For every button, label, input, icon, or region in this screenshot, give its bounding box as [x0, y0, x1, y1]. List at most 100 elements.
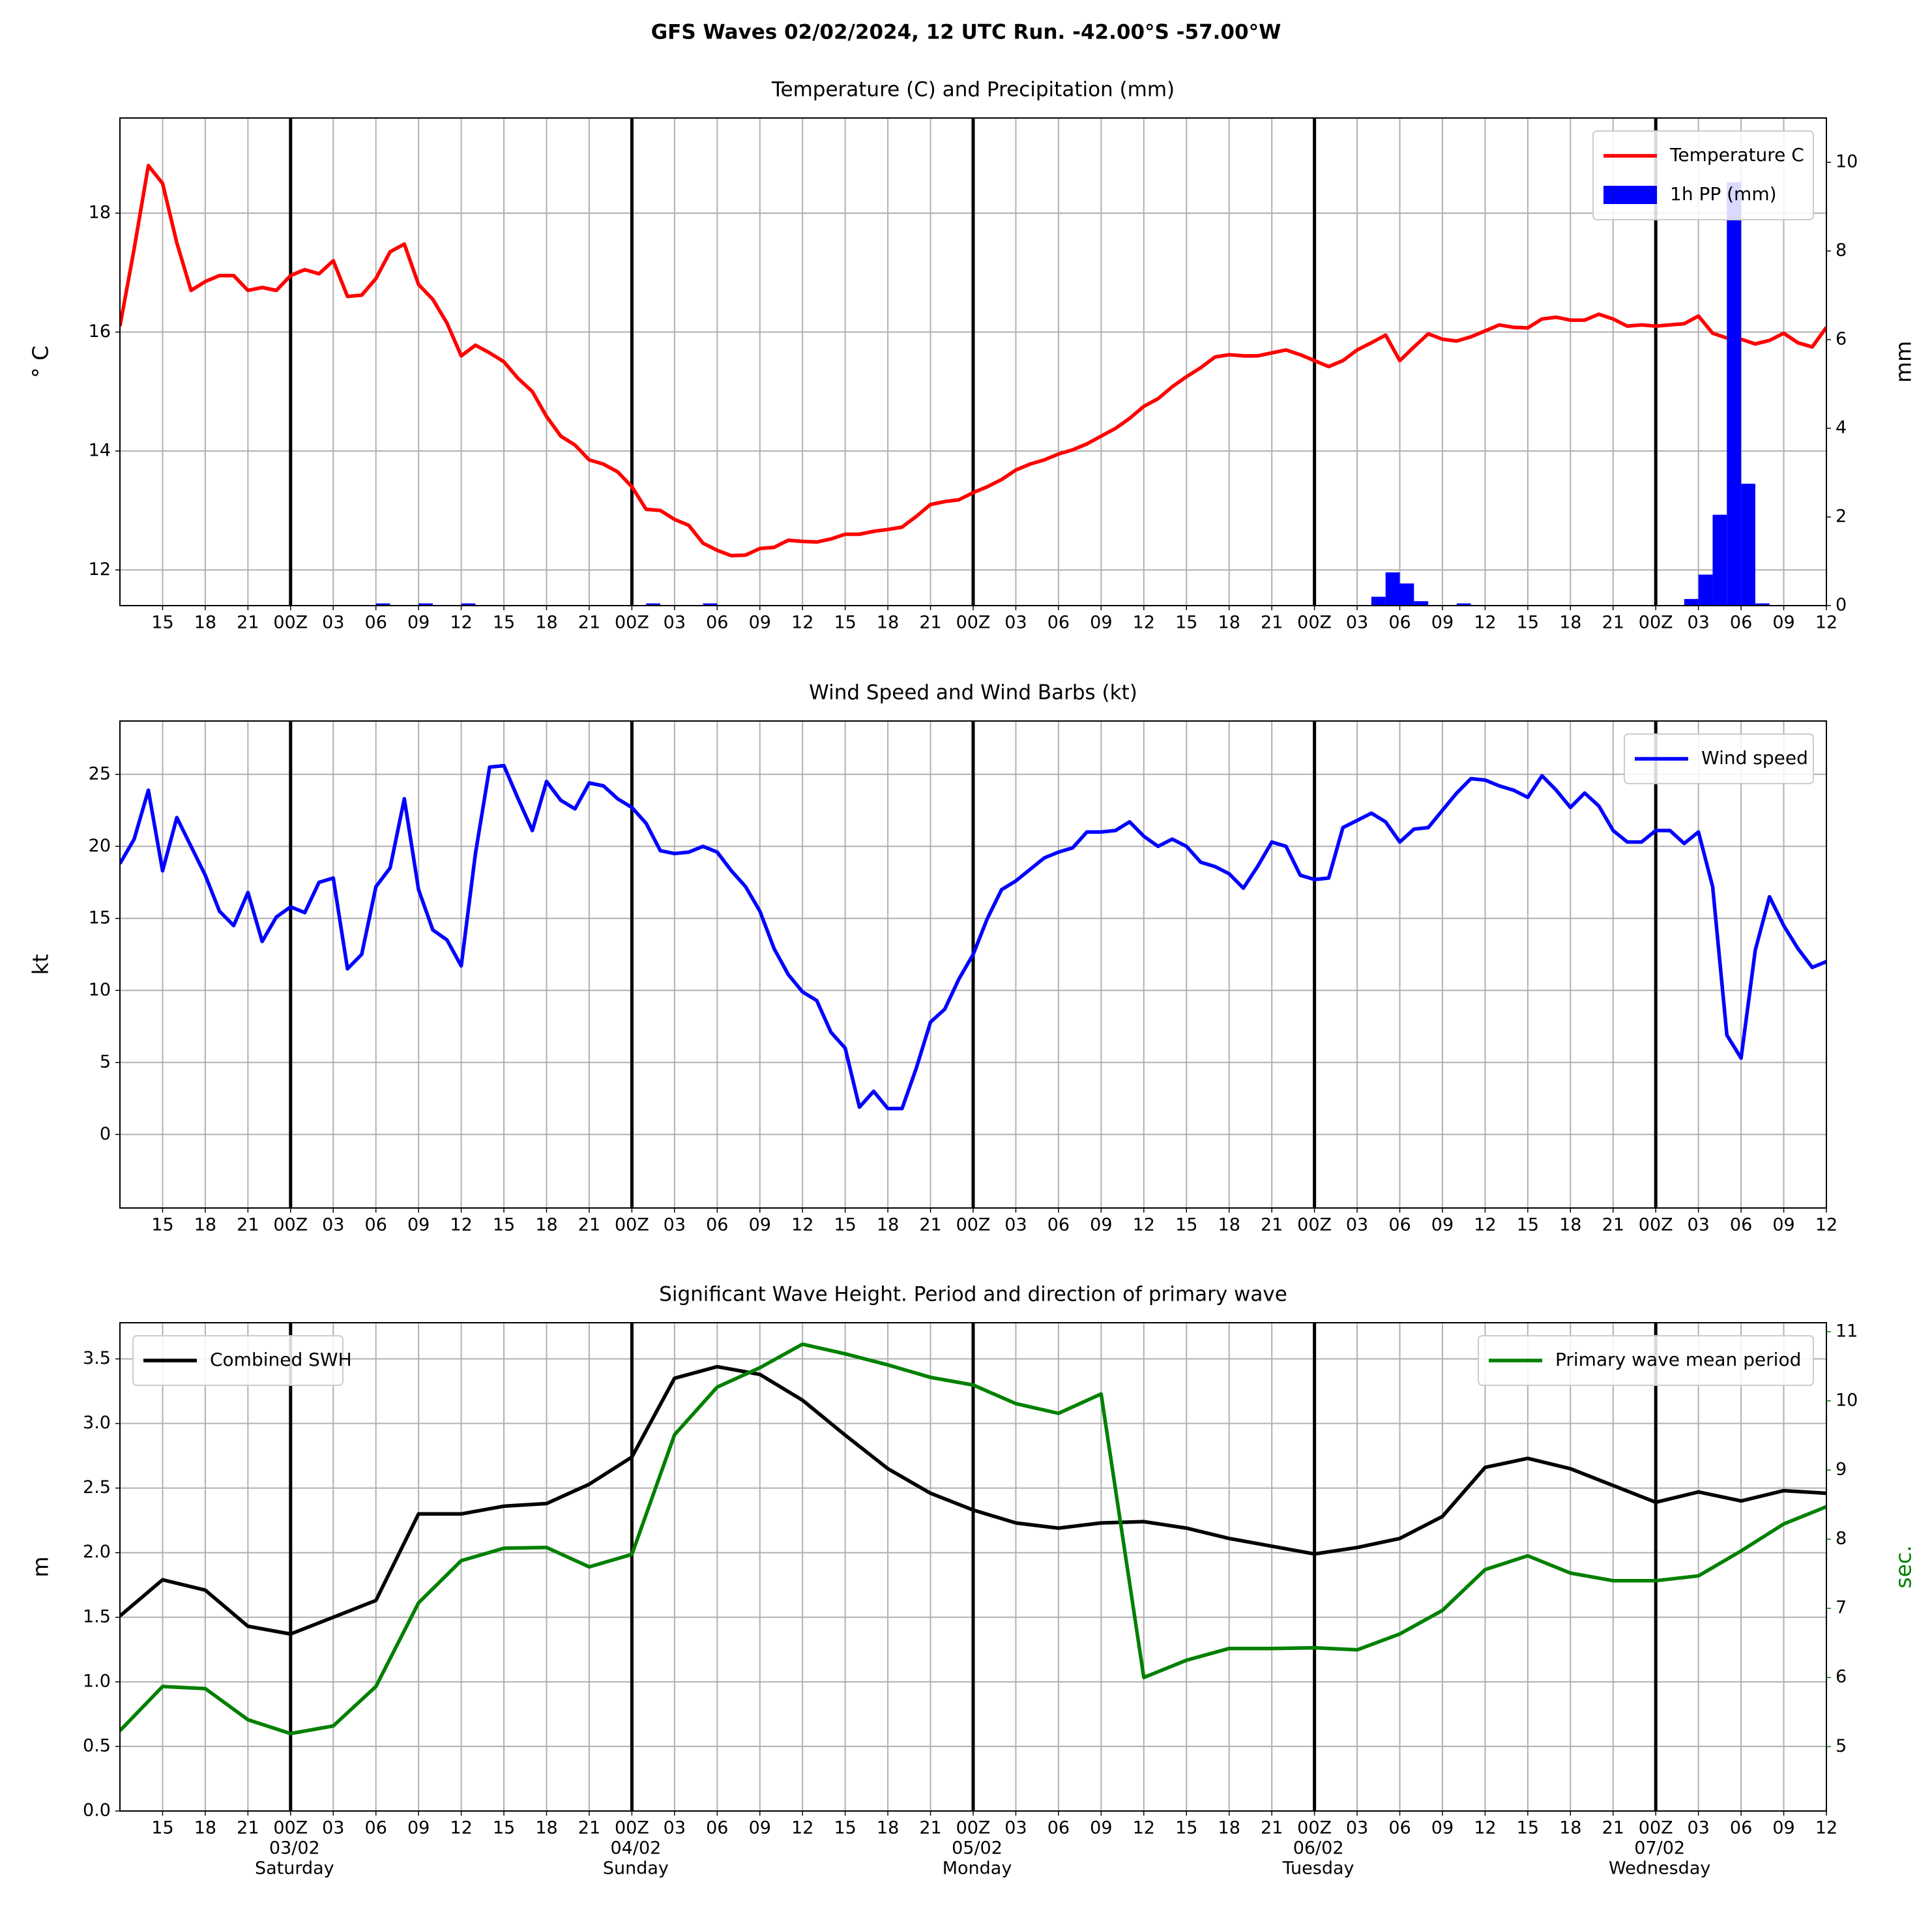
x-tick-label: 09: [749, 1215, 771, 1235]
y-tick-label: 2.0: [83, 1542, 111, 1562]
precip-bar: [1727, 182, 1742, 606]
x-tick-label: 06: [706, 613, 728, 633]
y-tick-label: 10: [89, 980, 111, 1000]
series-layer: [120, 164, 1826, 606]
x-tick-label: 15: [151, 613, 173, 633]
y-tick-label: 16: [89, 321, 111, 342]
x-tick-label: 06: [1388, 1818, 1411, 1838]
precip-bar: [1414, 601, 1429, 606]
legend-label: Wind speed: [1701, 747, 1808, 769]
x-tick-label: 21: [1602, 1818, 1624, 1838]
axes-frame: [119, 1322, 1827, 1812]
x-tick-label: 03: [1687, 613, 1709, 633]
legend-label: Combined SWH: [210, 1349, 352, 1370]
x-tick-label: 06: [365, 1818, 387, 1838]
x-tick-label: 06: [1388, 1215, 1411, 1235]
x-tick-label: 06: [1388, 613, 1411, 633]
y2-tick-label: 0: [1836, 595, 1847, 615]
legend-label: Temperature C: [1669, 144, 1804, 166]
y2-tick-label: 10: [1836, 1390, 1858, 1410]
x-tick-label: 09: [1090, 1215, 1112, 1235]
x-tick-label: 12: [1133, 613, 1155, 633]
x-tick-label: 06: [1047, 1818, 1070, 1838]
x-tick-label: 15: [493, 1818, 515, 1838]
y2-tick-label: 6: [1836, 1667, 1847, 1687]
y2-tick-label: 4: [1836, 418, 1847, 438]
x-tick-label: 09: [1431, 613, 1454, 633]
x-tick-label: 09: [407, 613, 430, 633]
y-tick-label: 0.0: [83, 1801, 111, 1821]
x-tick-label: 00Z: [273, 1215, 308, 1235]
y2-axis-label: sec.: [1891, 1545, 1916, 1588]
x-tick-label: 15: [834, 613, 856, 633]
x-tick-label: 06: [1047, 1215, 1070, 1235]
series-line: [120, 1342, 1826, 1735]
x-tick-label: 00Z: [1297, 1215, 1332, 1235]
series-line: [120, 164, 1826, 558]
x-tick-label: 09: [1772, 613, 1794, 633]
x-tick-label: 00Z: [615, 1215, 649, 1235]
date-label: 03/02: [269, 1838, 320, 1859]
x-tick-label: 09: [1431, 1215, 1454, 1235]
x-tick-label: 18: [194, 1818, 216, 1838]
y-tick-label: 0.5: [83, 1735, 111, 1756]
x-tick-label: 18: [194, 613, 216, 633]
legend-label: 1h PP (mm): [1670, 183, 1777, 205]
x-tick-label: 00Z: [1639, 1818, 1673, 1838]
date-label: 07/02: [1634, 1838, 1685, 1859]
precip-bar: [375, 603, 390, 606]
y2-tick-label: 8: [1836, 1529, 1847, 1549]
x-tick-label: 12: [791, 613, 813, 633]
x-tick-label: 03: [322, 1818, 344, 1838]
x-tick-label: 06: [1730, 1215, 1752, 1235]
y2-tick-label: 2: [1836, 507, 1847, 527]
y-tick-label: 20: [89, 836, 111, 856]
x-tick-label: 21: [1602, 613, 1624, 633]
y-tick-label: 25: [89, 763, 111, 784]
x-tick-label: 12: [1133, 1818, 1155, 1838]
x-tick-label: 21: [578, 613, 600, 633]
x-tick-label: 03: [1346, 1215, 1368, 1235]
y-tick-label: 5: [100, 1052, 111, 1072]
x-tick-label: 00Z: [1639, 613, 1673, 633]
x-tick-label: 12: [450, 1818, 472, 1838]
x-tick-label: 21: [578, 1818, 600, 1838]
y2-axis-label: mm: [1891, 341, 1916, 383]
y2-tick-label: 9: [1836, 1459, 1847, 1479]
x-tick-label: 03: [322, 613, 344, 633]
x-tick-label: 03: [664, 1818, 686, 1838]
x-tick-label: 21: [578, 1215, 600, 1235]
x-tick-label: 15: [493, 1215, 515, 1235]
x-tick-label: 09: [749, 1818, 771, 1838]
x-tick-label: 18: [535, 1215, 557, 1235]
x-tick-label: 12: [1474, 1215, 1496, 1235]
x-tick-label: 21: [237, 1818, 259, 1838]
x-tick-label: 09: [1772, 1215, 1794, 1235]
date-label: 06/02: [1293, 1838, 1344, 1859]
x-tick-label: 18: [877, 613, 899, 633]
precip-bar: [1456, 603, 1471, 606]
x-tick-label: 06: [706, 1818, 728, 1838]
y-tick-label: 1.5: [83, 1606, 111, 1627]
precip-bar: [1371, 596, 1386, 606]
legend-box: [1624, 733, 1814, 784]
x-tick-label: 15: [151, 1818, 173, 1838]
series-layer: [120, 763, 1826, 1111]
series-line: [120, 1364, 1826, 1636]
y-axis-label: ° C: [28, 346, 53, 378]
day-label: Tuesday: [1282, 1859, 1354, 1879]
x-tick-label: 00Z: [1297, 613, 1332, 633]
x-tick-label: 00Z: [1297, 1818, 1332, 1838]
axes-frame: [119, 117, 1827, 606]
precip-bar: [1684, 598, 1699, 606]
x-tick-label: 15: [834, 1818, 856, 1838]
y-tick-label: 1.0: [83, 1671, 111, 1691]
x-tick-label: 15: [1175, 1818, 1197, 1838]
subplot-title: Temperature (C) and Precipitation (mm): [771, 78, 1175, 102]
y2-tick-label: 10: [1836, 152, 1858, 172]
x-tick-label: 21: [1261, 1215, 1283, 1235]
x-tick-label: 21: [919, 1818, 941, 1838]
x-tick-label: 15: [1517, 1215, 1539, 1235]
x-tick-label: 06: [1047, 613, 1070, 633]
